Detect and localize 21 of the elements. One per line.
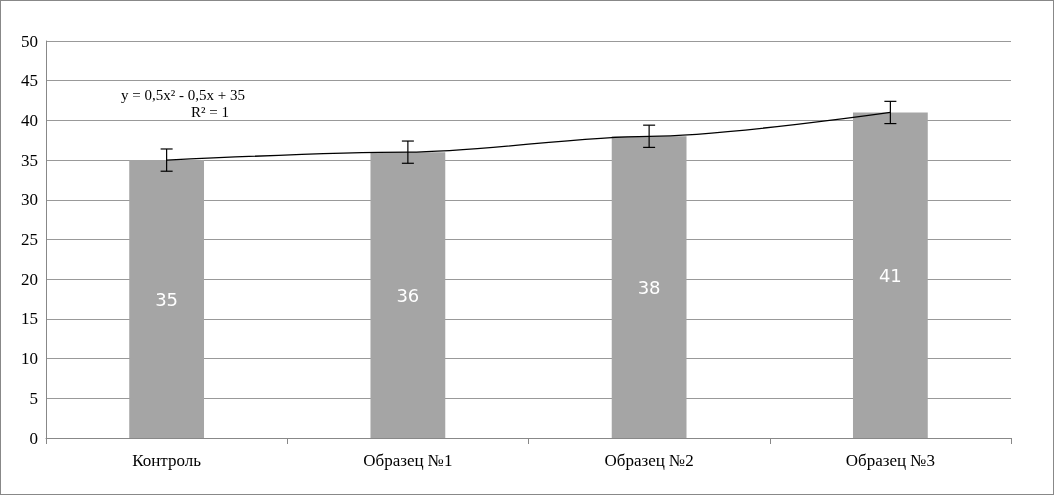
y-tick-label: 45	[21, 71, 38, 91]
data-label: 35	[155, 288, 179, 310]
y-tick-label: 20	[21, 269, 38, 289]
annotation: R² = 1	[191, 103, 229, 120]
y-tick-label: 15	[21, 309, 38, 329]
y-tick-label: 30	[21, 190, 38, 210]
annotation: y = 0,5x² - 0,5x + 35	[121, 86, 245, 103]
y-tick-label: 25	[21, 230, 38, 249]
x-tick-label: Образец №3	[845, 451, 936, 470]
y-tick-label: 10	[21, 349, 38, 369]
y-tick-label: 50	[21, 31, 38, 51]
y-tick-label: 5	[29, 388, 38, 408]
y-tick-label: 35	[21, 150, 38, 170]
y-tick-label: 40	[21, 110, 38, 130]
y-tick-label: 0	[29, 428, 38, 448]
data-label: 41	[878, 264, 902, 286]
data-label: 38	[637, 276, 661, 298]
data-label: 36	[396, 284, 420, 306]
x-tick-label: Образец №2	[604, 451, 694, 470]
x-tick-label: Образец №1	[363, 451, 453, 470]
x-tick-label: Контроль	[132, 451, 202, 470]
